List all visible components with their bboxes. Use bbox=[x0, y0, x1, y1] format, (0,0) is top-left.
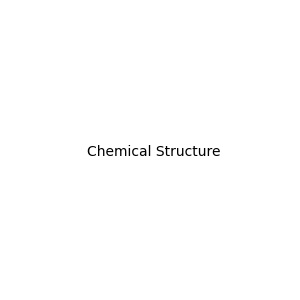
Text: Chemical Structure: Chemical Structure bbox=[87, 145, 220, 158]
